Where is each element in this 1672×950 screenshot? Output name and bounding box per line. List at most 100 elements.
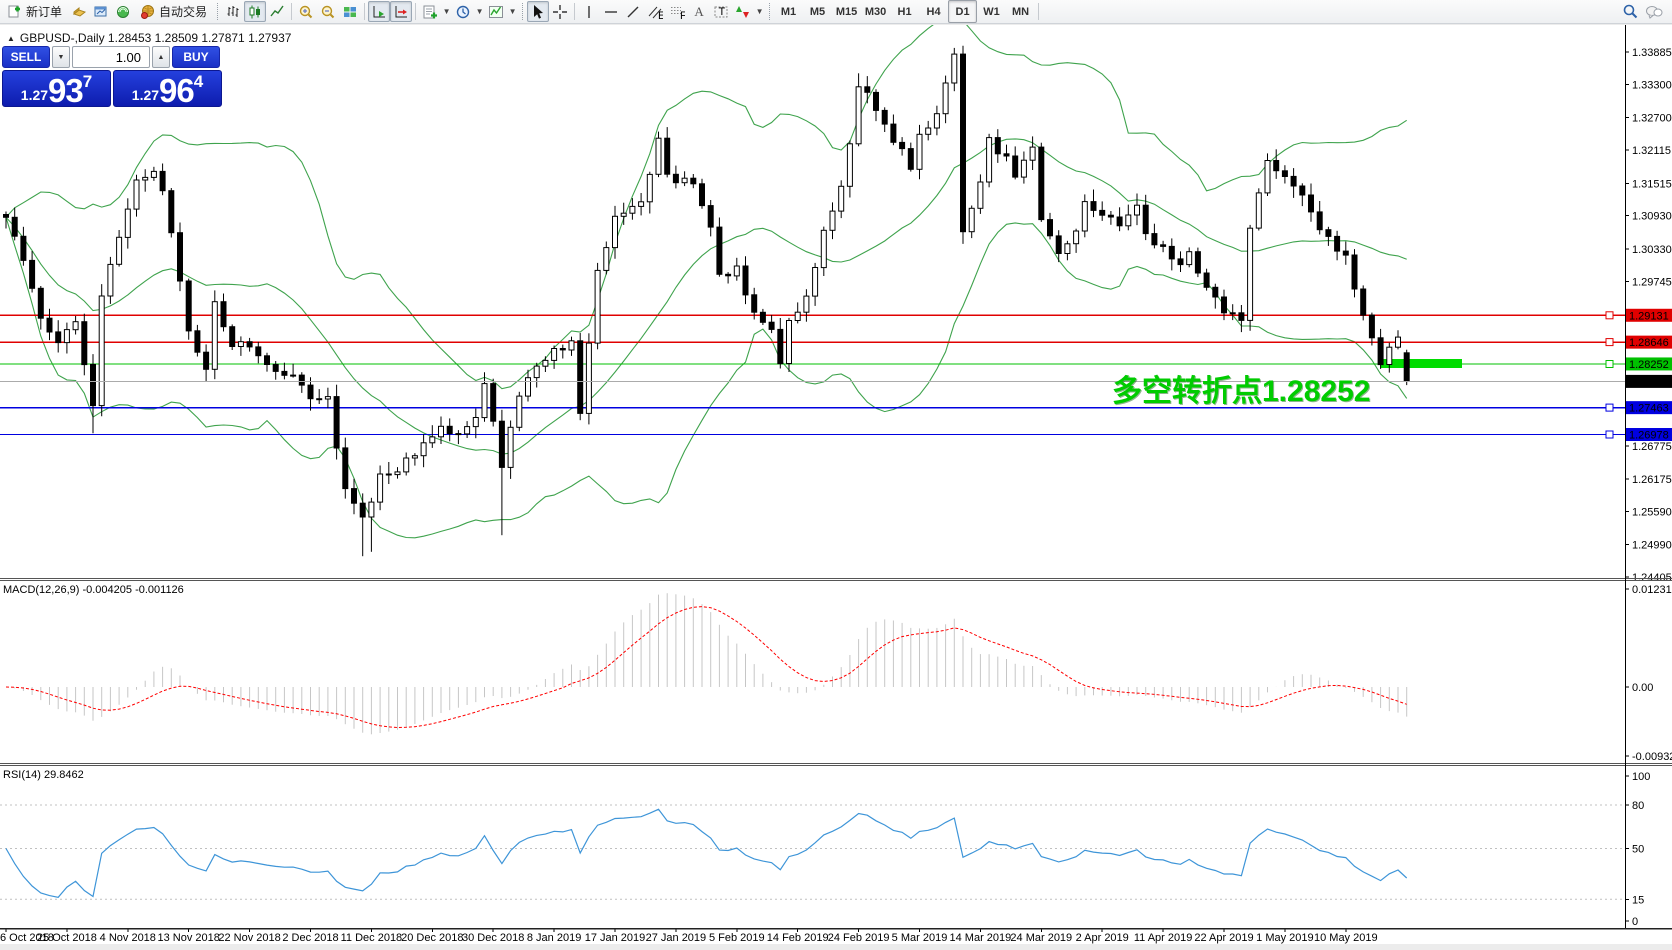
auto-scroll-button[interactable] [368, 1, 391, 22]
trendline-button[interactable] [622, 1, 644, 22]
volume-increase-button[interactable]: ▲ [152, 46, 170, 68]
blue-window-icon [93, 4, 109, 20]
hline-handle [1605, 360, 1614, 368]
timeframe-button-H4[interactable]: H4 [926, 5, 941, 18]
candlestick-chart-button[interactable] [244, 1, 267, 22]
gold-box-icon [71, 4, 87, 20]
chat-button[interactable] [1642, 1, 1666, 22]
hline-1.27463[interactable] [0, 403, 1625, 412]
chart-canvas[interactable]: 1.33885 1.33300 1.32700 1.32115 1.31515 1.309… [0, 25, 1672, 950]
buy-price-pip: 4 [193, 72, 204, 91]
text-button[interactable]: A [694, 3, 704, 19]
indicators-dropdown-caret[interactable]: ▼ [508, 7, 517, 16]
timeframe-button-M15[interactable]: M15 [835, 5, 858, 18]
hline-1.26978[interactable] [0, 430, 1625, 439]
zoom-out-button[interactable] [317, 1, 339, 22]
new-order-button[interactable]: 新订单 [2, 1, 68, 22]
macd-axis-label: 0.00 [1632, 682, 1653, 694]
indicators-button[interactable] [485, 1, 507, 22]
buy-button[interactable]: BUY [172, 46, 220, 68]
sell-price-main: 93 [48, 71, 84, 109]
market-watch-button[interactable] [68, 1, 90, 22]
timeframe-button-M5[interactable]: M5 [809, 5, 826, 18]
vertical-line-icon [581, 4, 597, 20]
date-tick-label: 24 Mar 2019 [1010, 932, 1072, 944]
bollinger-lower [5, 217, 1408, 539]
template-dropdown-caret[interactable]: ▼ [442, 7, 451, 16]
cursor-button[interactable] [527, 1, 550, 22]
symbol-header: ▲ GBPUSD-,Daily 1.28453 1.28509 1.27871 … [7, 31, 291, 45]
date-tick-label: 22 Nov 2018 [218, 932, 280, 944]
svg-text:1.28252: 1.28252 [1629, 359, 1669, 371]
line-chart-button[interactable] [266, 1, 288, 22]
text-label-icon: T [713, 4, 729, 20]
auto-trading-globe-icon [140, 4, 156, 20]
crosshair-button[interactable] [549, 1, 571, 22]
price-badge-1.28252: 1.28252 [1626, 357, 1672, 371]
arrows-button[interactable] [732, 1, 754, 22]
clock-icon [455, 4, 471, 20]
sell-button[interactable]: SELL [2, 46, 50, 68]
price-badge-1.26978: 1.26978 [1626, 428, 1672, 442]
rsi-axis-label: 0 [1632, 916, 1638, 928]
arrows-dropdown-caret[interactable]: ▼ [755, 7, 764, 16]
volume-decrease-button[interactable]: ▼ [52, 46, 70, 68]
timeframe-button-W1[interactable]: W1 [983, 5, 1000, 18]
toolbar-drag-handle[interactable] [769, 3, 771, 20]
sell-price-button[interactable]: 1.27 93 7 [2, 70, 111, 107]
rsi-axis-label: 15 [1632, 894, 1644, 906]
vertical-line-button[interactable] [578, 1, 600, 22]
timeframe-button-M30[interactable]: M30 [864, 5, 887, 18]
price-tick-label: 1.30330 [1632, 244, 1672, 256]
zoom-out-icon [320, 4, 336, 20]
toolbar-drag-handle[interactable] [522, 3, 524, 20]
text-label-button[interactable]: T [710, 1, 732, 22]
timeframe-button-D1[interactable]: D1 [948, 0, 978, 23]
arrows-icon [735, 4, 751, 20]
hline-handle [1605, 338, 1614, 347]
date-tick-label: 30 Dec 2018 [462, 932, 524, 944]
periods-dropdown-caret[interactable]: ▼ [475, 7, 484, 16]
timeframe-button-MN[interactable]: MN [1011, 5, 1030, 18]
hline-1.28252[interactable] [0, 360, 1625, 368]
equidistant-channel-button[interactable]: E [644, 1, 666, 22]
tile-windows-button[interactable] [339, 1, 361, 22]
auto-trading-button[interactable]: 自动交易 [134, 1, 213, 22]
terminal-button[interactable] [112, 1, 134, 22]
horizontal-level-lines[interactable] [0, 311, 1625, 439]
navigator-button[interactable] [90, 1, 112, 22]
collapse-arrow-icon[interactable]: ▲ [7, 33, 15, 43]
price-axis[interactable]: 1.33885 1.33300 1.32700 1.32115 1.31515 1.309… [1625, 47, 1672, 584]
periods-button[interactable] [452, 1, 474, 22]
timeframe-button-M1[interactable]: M1 [780, 5, 797, 18]
pivot-highlight-bar[interactable] [1380, 359, 1462, 368]
svg-text:1.28646: 1.28646 [1629, 337, 1669, 349]
timeframe-button-H1[interactable]: H1 [897, 5, 912, 18]
horizontal-line-button[interactable] [600, 1, 622, 22]
volume-input[interactable] [72, 46, 150, 68]
new-template-button[interactable] [419, 1, 441, 22]
bar-chart-button[interactable] [222, 1, 244, 22]
price-tick-label: 1.32115 [1632, 145, 1671, 157]
zoom-in-button[interactable] [295, 1, 317, 22]
fibonacci-button[interactable]: F [666, 1, 688, 22]
timeframe-toolbar: M1 M5 M15 M30 H1 H4 D1 W1 MN [774, 0, 1035, 23]
crosshair-icon [552, 4, 568, 20]
svg-text:1.27463: 1.27463 [1629, 403, 1669, 415]
chart-shift-button[interactable] [390, 1, 413, 22]
search-button[interactable] [1619, 1, 1642, 22]
date-tick-label: 5 Mar 2019 [892, 932, 948, 944]
toolbar-drag-handle[interactable] [217, 3, 219, 20]
candles-layer[interactable] [3, 45, 1410, 557]
tile-windows-icon [342, 4, 358, 20]
price-tick-label: 1.32700 [1632, 113, 1672, 125]
hline-1.29131[interactable] [0, 311, 1625, 320]
hline-handle [1605, 430, 1614, 439]
bar-chart-icon [225, 4, 241, 20]
buy-price-button[interactable]: 1.27 96 4 [113, 70, 222, 107]
rsi-line [5, 808, 1408, 898]
macd-axis-label: 0.012312 [1632, 584, 1672, 596]
hline-1.28646[interactable] [0, 338, 1625, 347]
